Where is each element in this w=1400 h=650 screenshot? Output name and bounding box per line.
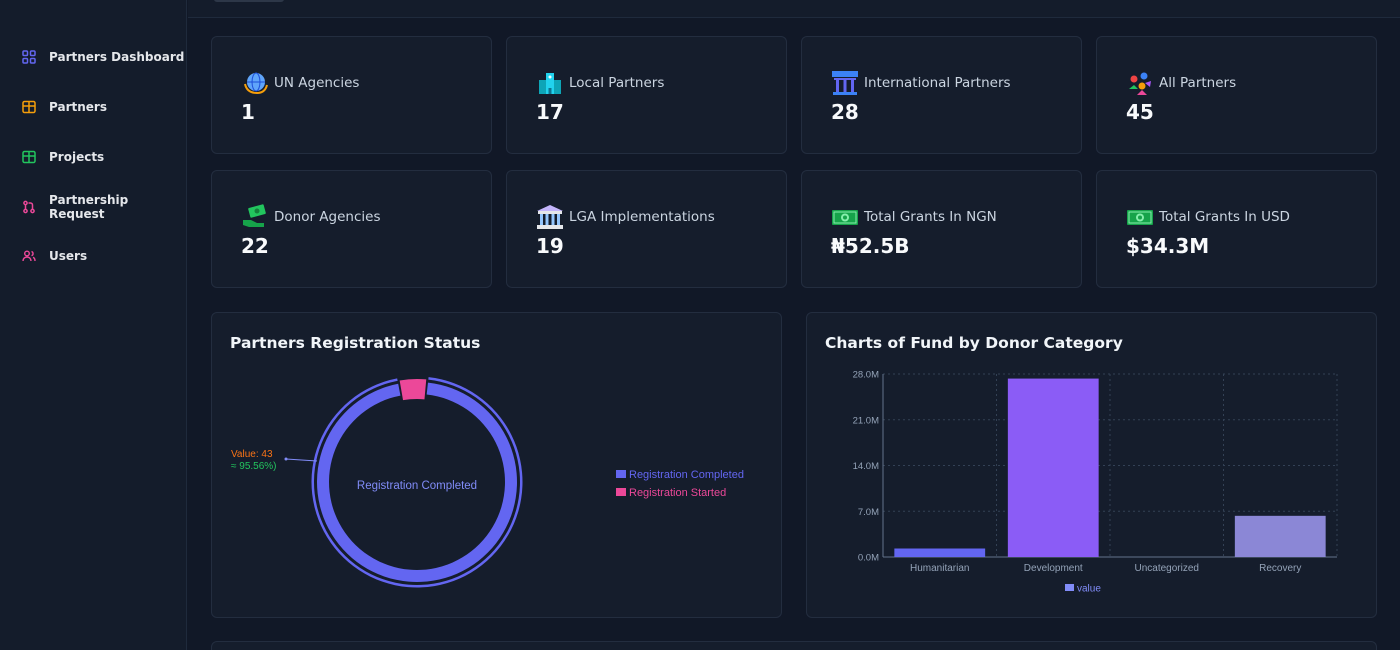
cash-icon bbox=[832, 210, 858, 225]
page-title bbox=[214, 0, 284, 2]
stat-card-lga-implementations: LGA Implementations 19 bbox=[506, 170, 787, 288]
stat-label: Donor Agencies bbox=[274, 209, 381, 225]
stat-value: 28 bbox=[831, 100, 859, 124]
menu-icon[interactable] bbox=[20, 0, 32, 2]
stat-label: All Partners bbox=[1159, 75, 1237, 91]
stat-label: International Partners bbox=[864, 75, 1011, 91]
y-tick-label: 14.0M bbox=[853, 461, 879, 472]
stat-label: Total Grants In NGN bbox=[864, 209, 997, 225]
sidebar-item-label: Partners Dashboard bbox=[49, 50, 185, 64]
registration-donut-chart[interactable]: Registration Completed Value: 43 ≈ 95.56… bbox=[212, 353, 783, 619]
cash-icon bbox=[1127, 210, 1153, 225]
table-icon bbox=[22, 150, 36, 164]
hospital-icon bbox=[539, 73, 561, 94]
legend-swatch bbox=[1065, 584, 1074, 591]
pull-request-icon bbox=[23, 200, 35, 214]
tooltip-leader-dot bbox=[284, 457, 288, 461]
donut-center-label: Registration Completed bbox=[357, 480, 477, 492]
tooltip-leader-line bbox=[285, 458, 318, 462]
stat-value: 17 bbox=[536, 100, 564, 124]
government-building-icon bbox=[537, 205, 563, 229]
globe-icon bbox=[244, 72, 268, 95]
bar-recovery[interactable] bbox=[1234, 515, 1326, 557]
stat-label: UN Agencies bbox=[274, 75, 360, 91]
stat-value: 22 bbox=[241, 234, 269, 258]
sidebar-item-label: Partners bbox=[49, 100, 107, 114]
legend-item[interactable]: Registration Started bbox=[629, 487, 726, 499]
panel-title: Partners Registration Status bbox=[230, 334, 481, 352]
sidebar-item-label: Users bbox=[49, 249, 88, 263]
table-icon bbox=[22, 100, 36, 114]
y-tick-label: 7.0M bbox=[858, 507, 879, 518]
stat-card-total-grants-usd: Total Grants In USD $34.3M bbox=[1096, 170, 1377, 288]
bar-humanitarian[interactable] bbox=[894, 548, 986, 557]
registration-status-panel: Partners Registration Status Registratio… bbox=[211, 312, 782, 618]
stat-value: 1 bbox=[241, 100, 255, 124]
stat-card-international-partners: International Partners 28 bbox=[801, 36, 1082, 154]
x-tick-label: Uncategorized bbox=[1135, 563, 1199, 574]
bar-development[interactable] bbox=[1007, 378, 1099, 557]
stat-card-donor-agencies: Donor Agencies 22 bbox=[211, 170, 492, 288]
stat-label: Local Partners bbox=[569, 75, 665, 91]
people-group-icon bbox=[1129, 72, 1151, 95]
sidebar-item-partners-dashboard[interactable]: Partners Dashboard bbox=[22, 47, 184, 67]
stat-value: ₦52.5B bbox=[831, 234, 910, 258]
sidebar-item-label: Projects bbox=[49, 150, 105, 164]
stat-card-local-partners: Local Partners 17 bbox=[506, 36, 787, 154]
stat-card-un-agencies: UN Agencies 1 bbox=[211, 36, 492, 154]
stat-value: $34.3M bbox=[1126, 234, 1210, 258]
y-tick-label: 21.0M bbox=[853, 415, 879, 426]
sidebar-item-partners[interactable]: Partners bbox=[22, 97, 107, 117]
stat-value: 45 bbox=[1126, 100, 1154, 124]
panel-title: Charts of Fund by Donor Category bbox=[825, 334, 1123, 352]
y-tick-label: 28.0M bbox=[853, 370, 879, 381]
ngo-building-icon bbox=[832, 71, 858, 95]
x-tick-label: Humanitarian bbox=[910, 563, 969, 574]
legend-swatch bbox=[616, 470, 626, 478]
sidebar-item-label: Partnership Request bbox=[49, 193, 129, 221]
bottom-panel bbox=[211, 641, 1377, 650]
stat-card-total-grants-ngn: Total Grants In NGN ₦52.5B bbox=[801, 170, 1082, 288]
tooltip-value: Value: 43 bbox=[231, 449, 273, 460]
stat-label: Total Grants In USD bbox=[1159, 209, 1290, 225]
sidebar-item-projects[interactable]: Projects bbox=[22, 147, 104, 167]
hand-money-icon bbox=[243, 204, 266, 227]
legend-item[interactable]: value bbox=[1077, 584, 1101, 595]
tooltip-percent: ≈ 95.56%) bbox=[231, 461, 277, 472]
y-tick-label: 0.0M bbox=[858, 553, 879, 564]
stat-label: LGA Implementations bbox=[569, 209, 715, 225]
legend-item[interactable]: Registration Completed bbox=[629, 469, 744, 481]
stat-value: 19 bbox=[536, 234, 564, 258]
users-icon bbox=[22, 250, 36, 262]
donut-slice-started[interactable] bbox=[399, 379, 427, 401]
grid-icon bbox=[22, 50, 36, 64]
sidebar-item-partnership-request[interactable]: Partnership Request bbox=[22, 193, 186, 221]
sidebar: Partners Dashboard Partners Projects Par… bbox=[0, 0, 187, 650]
stat-card-all-partners: All Partners 45 bbox=[1096, 36, 1377, 154]
legend-swatch bbox=[616, 488, 626, 496]
fund-bar-chart[interactable]: Humanitarian Development Uncategorized Reco… bbox=[807, 353, 1378, 619]
x-tick-label: Recovery bbox=[1259, 563, 1301, 574]
top-bar bbox=[188, 0, 1400, 18]
x-tick-label: Development bbox=[1024, 563, 1083, 574]
fund-by-donor-panel: Charts of Fund by Donor Category Humanit… bbox=[806, 312, 1377, 618]
sidebar-item-users[interactable]: Users bbox=[22, 246, 87, 266]
